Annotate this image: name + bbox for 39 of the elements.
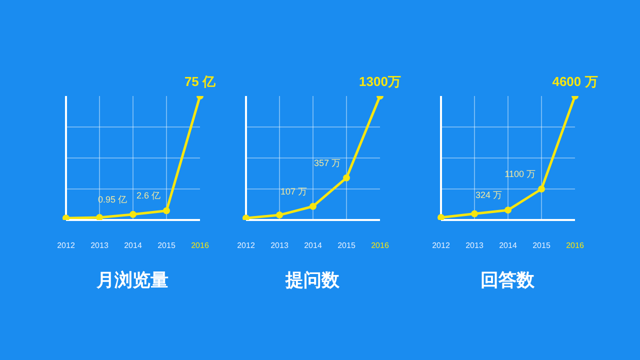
x-tick-label: 2016 xyxy=(566,241,584,250)
x-tick-label: 2012 xyxy=(237,241,256,250)
text: 月浏览量 xyxy=(96,269,170,292)
text: 75 亿 xyxy=(184,74,216,89)
text: 324 万 xyxy=(475,190,502,200)
point xyxy=(504,206,512,214)
text: 2.6 亿 xyxy=(136,190,160,201)
x-tick-label: 2014 xyxy=(124,241,142,250)
text: 357 万 xyxy=(314,158,340,168)
text: 0.95 亿 xyxy=(98,194,127,204)
point xyxy=(130,210,136,218)
point xyxy=(96,214,103,220)
point xyxy=(276,212,283,219)
x-tick-label: 2016 xyxy=(371,241,390,250)
text: 1100 万 xyxy=(504,169,536,179)
point xyxy=(310,202,316,210)
x-tick-label: 2013 xyxy=(90,241,109,250)
point xyxy=(538,186,545,192)
text: 4600 万 xyxy=(552,74,598,89)
x-tick-label: 2013 xyxy=(466,241,484,250)
x-tick-label: 2015 xyxy=(338,241,356,250)
x-tick-label: 2016 xyxy=(191,241,210,250)
x-tick-label: 2015 xyxy=(158,241,176,250)
x-tick-label: 2012 xyxy=(57,241,76,250)
text: 回答数 xyxy=(480,269,536,292)
x-tick-label: 2012 xyxy=(432,241,450,250)
point xyxy=(343,174,350,182)
text: 提问数 xyxy=(284,269,340,292)
x-tick-label: 2013 xyxy=(270,241,289,250)
point xyxy=(62,214,70,220)
x-tick-label: 2015 xyxy=(532,241,551,250)
point xyxy=(438,214,444,220)
text: 1300万 xyxy=(359,74,401,89)
text: 107 万 xyxy=(280,186,307,196)
point xyxy=(471,210,478,218)
x-tick-label: 2014 xyxy=(499,241,518,250)
x-tick-label: 2014 xyxy=(304,241,322,250)
point xyxy=(163,207,170,214)
point xyxy=(242,214,250,220)
